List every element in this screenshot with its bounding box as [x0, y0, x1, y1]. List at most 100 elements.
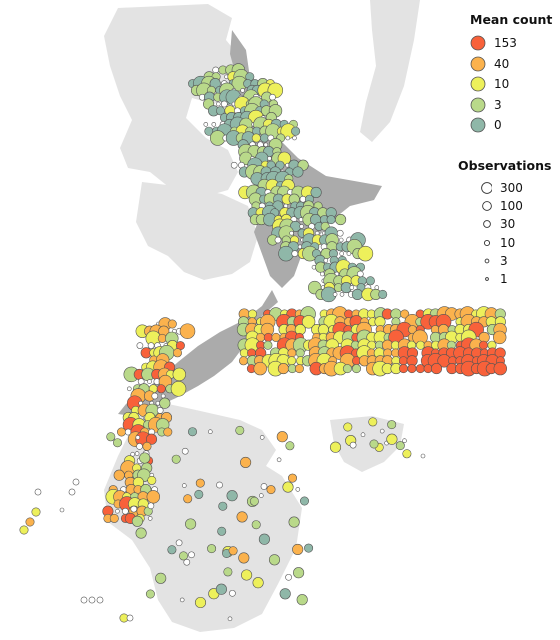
- observation-cell: [135, 435, 141, 440]
- observation-cell: [407, 364, 417, 374]
- observation-cell: [241, 569, 253, 581]
- legend-mean-label: 10: [494, 77, 510, 92]
- observation-cell: [398, 364, 408, 374]
- observation-cell: [291, 126, 301, 136]
- observation-cell: [207, 544, 217, 554]
- observation-cell: [147, 502, 155, 510]
- observation-cell: [301, 315, 316, 329]
- observation-cell: [344, 309, 354, 319]
- observation-cell: [287, 348, 297, 358]
- observation-cell: [276, 457, 282, 463]
- observation-cell: [285, 441, 295, 451]
- land-background: [104, 0, 420, 632]
- observation-cell: [25, 517, 35, 527]
- observation-cell: [251, 520, 261, 530]
- observation-cell: [326, 215, 336, 225]
- observation-cell: [304, 543, 314, 553]
- observation-cell: [282, 481, 294, 493]
- observation-cell: [263, 340, 273, 350]
- observation-cell: [147, 342, 155, 349]
- observation-cell: [251, 133, 261, 143]
- observation-cell: [183, 558, 191, 566]
- observation-cell: [298, 217, 304, 222]
- observation-cell: [310, 186, 322, 198]
- observation-cell: [402, 449, 412, 459]
- observation-cell: [136, 342, 144, 349]
- observation-cell: [179, 551, 189, 561]
- land-region-southwest: [196, 410, 276, 466]
- observation-cell: [136, 443, 143, 450]
- observation-cell: [146, 490, 161, 504]
- legend-obs-swatch: [484, 258, 490, 264]
- observation-cell: [349, 285, 355, 290]
- observation-cell: [269, 93, 276, 101]
- observation-cell: [357, 245, 374, 262]
- observation-cell: [127, 386, 132, 392]
- observation-cell: [339, 292, 345, 297]
- observation-cell: [227, 616, 233, 622]
- observation-cell: [292, 166, 304, 178]
- legend-mean-label: 153: [494, 36, 517, 51]
- observation-cell: [415, 364, 425, 374]
- legend-obs-swatch: [483, 239, 491, 246]
- observation-cell: [343, 422, 353, 432]
- legend-mean-label: 3: [494, 97, 502, 112]
- observation-cell: [336, 229, 344, 237]
- legend-mean-label: 0: [494, 118, 502, 133]
- observation-cell: [170, 381, 187, 397]
- observation-cell: [279, 588, 291, 600]
- land-region-west: [136, 182, 258, 280]
- observation-cell: [185, 518, 197, 530]
- observation-cell: [159, 397, 171, 409]
- observation-cell: [285, 135, 291, 141]
- observation-cell: [181, 447, 189, 455]
- observation-cell: [398, 356, 408, 366]
- land-region-northeast: [360, 0, 420, 142]
- observation-cell: [216, 101, 221, 107]
- observation-cell: [34, 488, 42, 496]
- legend-obs-item: 100: [458, 197, 558, 215]
- observation-cell: [147, 516, 153, 521]
- observation-cell: [220, 100, 228, 108]
- observation-cell: [208, 429, 213, 435]
- observation-cell: [263, 142, 269, 148]
- observation-cell: [292, 543, 304, 555]
- legend-observations: Observations 300 100 30 10 3 1: [458, 158, 558, 288]
- legend-obs-swatch: [482, 201, 492, 212]
- observation-cell: [277, 363, 289, 375]
- observation-cell: [179, 597, 185, 603]
- observation-cell: [195, 478, 205, 488]
- observation-cell: [430, 363, 443, 375]
- legend-obs-item: 10: [458, 234, 558, 252]
- observation-cell: [295, 348, 305, 358]
- observation-cell: [346, 251, 352, 256]
- observation-cell: [167, 319, 177, 329]
- observation-cell: [294, 364, 304, 374]
- observation-cell: [88, 596, 96, 604]
- observation-cells: [19, 63, 507, 623]
- observation-cell: [379, 428, 385, 434]
- observation-cell: [378, 289, 388, 299]
- observation-cell: [230, 161, 238, 169]
- observation-cell: [223, 567, 233, 577]
- observation-cell: [163, 427, 173, 437]
- observation-cell: [229, 589, 236, 597]
- legend-mean-swatch: [470, 117, 486, 133]
- observation-cell: [400, 309, 410, 319]
- observation-cell: [395, 441, 405, 451]
- legend-obs-item: 3: [458, 252, 558, 270]
- observation-cell: [126, 614, 134, 622]
- observation-cell: [267, 156, 272, 161]
- observation-cell: [360, 432, 366, 438]
- observation-cell: [299, 496, 309, 506]
- observation-cell: [194, 596, 207, 609]
- legend-obs-label: 1: [500, 272, 508, 287]
- observation-cell: [478, 340, 488, 350]
- observation-cell: [259, 435, 265, 440]
- legend-mean-item: 3: [470, 95, 560, 116]
- observation-cell: [323, 258, 329, 263]
- observation-cell: [139, 452, 151, 464]
- legend-mean-item: 153: [470, 33, 560, 54]
